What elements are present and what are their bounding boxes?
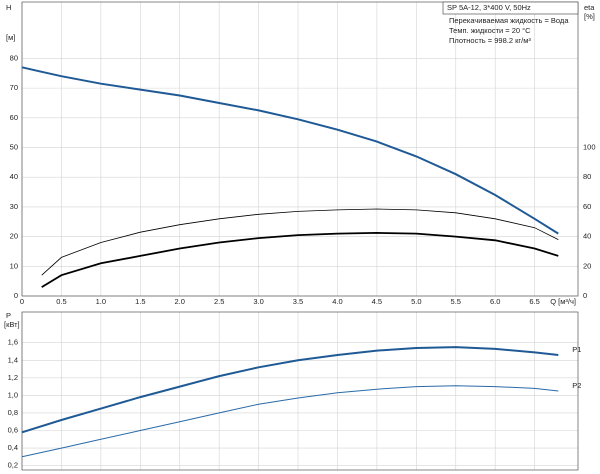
y-tick-label: 80 [10, 53, 18, 62]
y-tick-label: 0,6 [8, 425, 18, 434]
x-tick-label: 2.0 [175, 297, 185, 306]
curve [21, 346, 559, 434]
series-label: P2 [572, 381, 581, 390]
x-tick-label: 0.5 [56, 297, 66, 306]
curve [21, 385, 559, 458]
info-line: Перекачиваемая жидкость = Вода [449, 16, 569, 25]
info-line: Темп. жидкости = 20 °C [449, 26, 531, 35]
y-tick-label: 0,8 [8, 408, 18, 417]
x-tick-label: 3.0 [253, 297, 263, 306]
info-title: SP 5A-12, 3*400 V, 50Hz [447, 3, 531, 12]
y2-label: eta [584, 3, 595, 12]
y2-unit: [%] [584, 12, 595, 21]
y-tick-label: 30 [10, 202, 18, 211]
info-box [442, 1, 579, 15]
y-tick-label: 40 [10, 172, 18, 181]
x-tick-label: 2.5 [214, 297, 224, 306]
curve [41, 208, 559, 276]
y-tick-label: 50 [10, 142, 18, 151]
y2-tick-label: 80 [583, 172, 591, 181]
y2-tick-label: 0 [583, 291, 587, 300]
x-tick-label: 5.5 [451, 297, 461, 306]
info-line: Плотность = 998.2 кг/м³ [449, 36, 531, 45]
y-tick-label: 0 [14, 291, 18, 300]
y-unit: [м] [6, 33, 15, 42]
y-label: P [6, 311, 11, 320]
y-tick-label: 70 [10, 83, 18, 92]
x-tick-label: 6.0 [490, 297, 500, 306]
lower-frame [21, 311, 579, 471]
y-tick-label: 10 [10, 261, 18, 270]
upper-frame [21, 1, 579, 297]
x-tick-label: 0 [20, 297, 24, 306]
y-tick-label: 1,0 [8, 390, 18, 399]
y2-tick-label: 20 [583, 261, 591, 270]
y-tick-label: 1,2 [8, 373, 18, 382]
x-tick-label: 6.5 [529, 297, 539, 306]
y-tick-label: 1,4 [8, 355, 18, 364]
x-tick-label: 4.0 [332, 297, 342, 306]
y2-tick-label: 40 [583, 232, 591, 241]
y2-tick-label: 60 [583, 202, 591, 211]
curve [21, 66, 559, 235]
x-tick-label: 1.5 [135, 297, 145, 306]
curve [41, 231, 559, 288]
y-tick-label: 0,2 [8, 461, 18, 470]
x-tick-label: 1.0 [96, 297, 106, 306]
x-label: Q [м³/ч] [550, 297, 576, 306]
y-label: H [6, 3, 11, 12]
x-tick-label: 5.0 [411, 297, 421, 306]
y2-tick-label: 100 [583, 142, 596, 151]
y-tick-label: 60 [10, 113, 18, 122]
x-tick-label: 4.5 [372, 297, 382, 306]
series-label: P1 [572, 345, 581, 354]
x-tick-label: 3.5 [293, 297, 303, 306]
y-tick-label: 0,4 [8, 443, 18, 452]
y-tick-label: 20 [10, 232, 18, 241]
y-tick-label: 1,6 [8, 338, 18, 347]
y-unit: [кВт] [4, 320, 20, 329]
